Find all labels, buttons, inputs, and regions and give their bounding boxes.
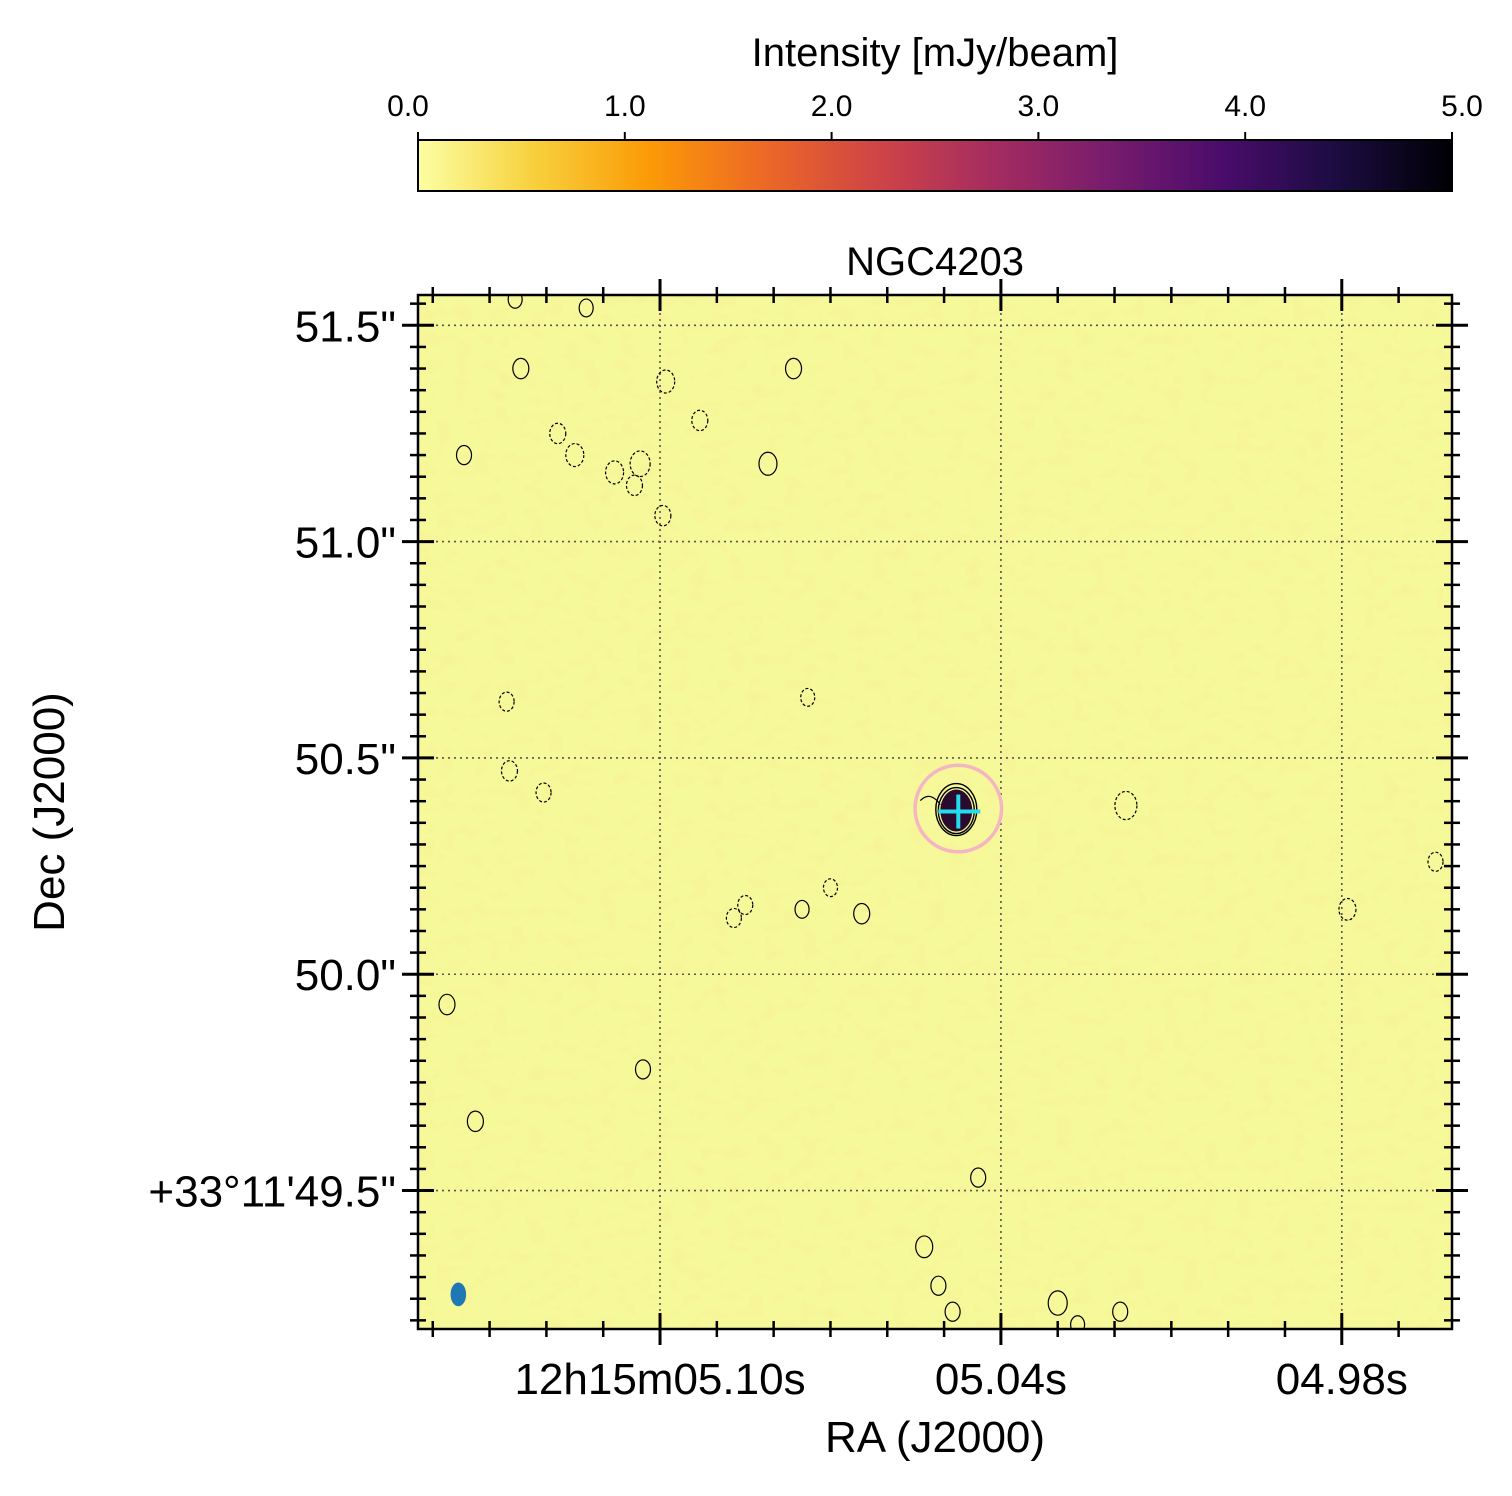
colorbar-tick-label: 1.0 [604,90,646,123]
intensity-map-noise [418,295,1452,1329]
negative-contour [1114,790,1138,821]
y-tick-label: 51.0" [295,519,396,568]
negative-contour [656,369,676,394]
negative-contour [691,409,709,432]
positive-contour [466,1110,484,1133]
positive-contour [944,1301,961,1322]
negative-contour [565,442,585,468]
negative-contour [549,422,567,445]
plot-frame [416,293,1454,1331]
negative-contour [535,782,552,803]
plot-area [402,279,1468,1345]
x-tick-label: 04.98s [1276,1355,1408,1404]
colorbar-tick-label: 3.0 [1018,90,1060,123]
chart-title: NGC4203 [846,240,1024,284]
y-tick-label: 50.0" [295,951,396,1000]
y-axis-label: Dec (J2000) [25,692,74,932]
positive-contour [970,1167,987,1188]
positive-contour [794,899,810,919]
colorbar-tick-label: 0.0 [387,90,429,123]
y-tick-label: 51.5" [295,302,396,351]
contours [438,295,1444,1329]
positive-contour [1112,1301,1129,1322]
colorbar [417,139,1453,192]
positive-contour [784,357,803,380]
beam-ellipse [450,1282,467,1307]
colorbar-ticks [417,132,1453,140]
colorbar-label: Intensity [mJy/beam] [752,31,1119,75]
negative-contour [629,450,651,478]
colorbar-tick-label: 4.0 [1224,90,1266,123]
positive-contour [634,1059,652,1080]
x-tick-label: 05.04s [935,1355,1067,1404]
negative-contour [654,504,672,527]
negative-contour [725,907,742,929]
positive-contour [930,1275,947,1296]
x-tick-labels: 12h15m05.10s 05.04s 04.98s [514,1355,1407,1404]
positive-contour [853,902,871,925]
negative-contour [822,878,839,898]
y-tick-label: 50.5" [295,735,396,784]
source-marker [913,763,1004,854]
positive-contour [507,295,523,309]
positive-contour [438,993,456,1016]
y-tick-labels: 51.5" 51.0" 50.5" 50.0" +33°11'49.5" [148,302,396,1216]
colorbar-tick-label: 5.0 [1441,90,1483,123]
positive-contour [455,444,473,466]
source-circle [913,763,1004,854]
negative-contour [500,760,519,782]
y-tick-label: +33°11'49.5" [148,1168,396,1217]
x-tick-label: 12h15m05.10s [514,1355,805,1404]
negative-contour [1338,897,1357,921]
negative-contour [604,460,625,485]
x-axis-label: RA (J2000) [825,1413,1045,1462]
negative-contour [800,687,816,707]
positive-contour [1047,1290,1068,1316]
positive-contour [1070,1315,1086,1329]
negative-contour [1427,851,1444,872]
positive-contour [758,451,778,476]
negative-contour [625,474,644,497]
positive-contour [915,1235,934,1259]
colorbar-tick-labels: 0.0 1.0 2.0 3.0 4.0 5.0 [387,90,1483,123]
positive-contour [512,357,530,380]
axis-ticks [402,279,1468,1345]
source-contour-extension [919,795,941,805]
colorbar-tick-label: 2.0 [811,90,853,123]
negative-contour [498,691,515,712]
negative-contour [737,894,754,916]
positive-contour [578,298,594,318]
